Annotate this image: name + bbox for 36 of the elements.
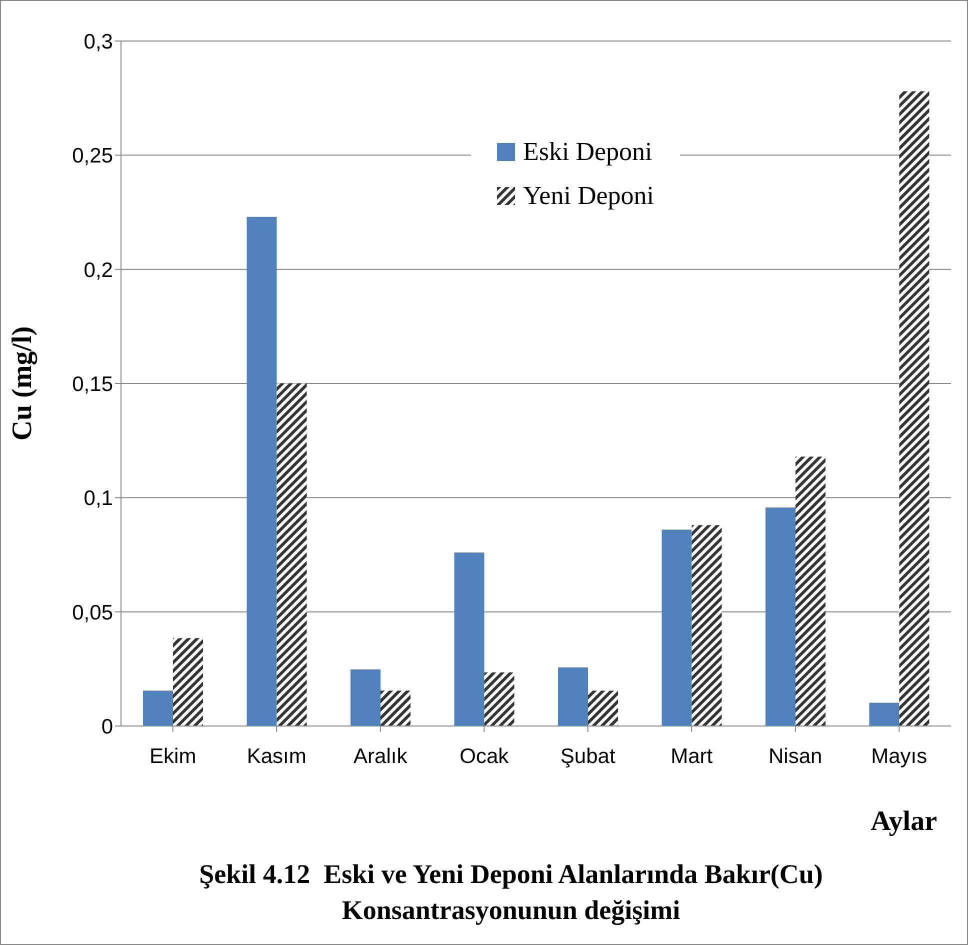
bar (143, 690, 173, 726)
bar (899, 91, 930, 726)
x-tick-label: Ekim (150, 744, 196, 768)
y-tick-label: 0,15 (72, 372, 113, 396)
bar (796, 456, 826, 726)
bar (350, 669, 380, 726)
y-tick-label: 0,25 (72, 144, 113, 168)
y-tick-label: 0,3 (84, 30, 113, 54)
bar (662, 530, 692, 726)
bar (173, 638, 203, 726)
x-tick-label: Mart (670, 744, 713, 768)
x-tick-label: Ocak (460, 744, 510, 768)
y-tick-label: 0,1 (84, 487, 113, 510)
bar (558, 667, 588, 726)
y-axis-title: Cu (mg/l) (6, 326, 38, 441)
bar (869, 702, 900, 726)
x-tick-label: Aralık (354, 744, 408, 768)
bar (484, 672, 514, 726)
bar (380, 690, 410, 726)
y-tick-label: 0 (101, 715, 113, 738)
bar (276, 384, 307, 726)
x-tick-label: Kasım (246, 744, 306, 768)
y-tick-label: 0,2 (84, 258, 113, 282)
y-tick-label: 0,05 (72, 601, 113, 624)
bar (246, 216, 277, 726)
x-tick-label: Nisan (768, 744, 822, 768)
x-tick-label: Şubat (560, 744, 616, 768)
bar (588, 690, 618, 726)
bar (692, 525, 722, 726)
text: Şekil 4.12 Eski ve Yeni Deponi Alanlarında Bakır(Cu) Konsantrasyonunun değişimi (198, 858, 824, 927)
bar (454, 552, 484, 726)
x-axis-title: Aylar (870, 806, 937, 838)
legend-label: Eski Deponi (523, 137, 652, 167)
x-tick-label: Mayıs (871, 744, 928, 768)
bar (766, 507, 796, 726)
legend-label: Yeni Deponi (523, 181, 654, 211)
